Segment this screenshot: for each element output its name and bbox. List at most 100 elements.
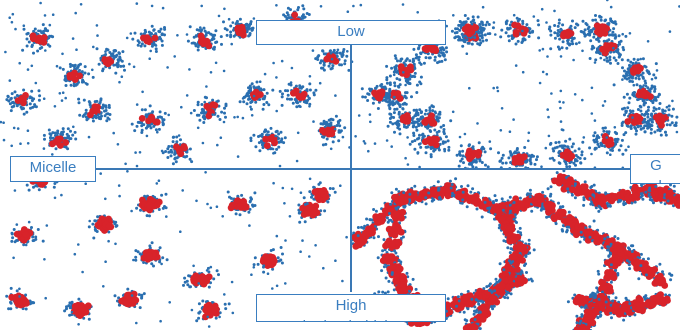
hydrophilic-bead	[129, 32, 133, 35]
hydrophilic-bead	[155, 182, 159, 185]
hydrophilic-bead	[286, 97, 289, 101]
hydrophilic-bead	[164, 150, 168, 153]
hydrophilic-bead	[565, 46, 569, 50]
hydrophilic-bead	[343, 126, 347, 130]
hydrophobic-bead	[205, 42, 213, 50]
hydrophilic-bead	[43, 27, 47, 31]
hydrophilic-bead	[64, 145, 68, 149]
hydrophilic-bead	[25, 44, 29, 48]
hydrophilic-bead	[301, 16, 305, 20]
hydrophilic-bead	[312, 185, 316, 189]
hydrophilic-bead	[167, 145, 171, 148]
hydrophilic-bead	[625, 73, 629, 77]
hydrophilic-bead	[628, 63, 631, 67]
hydrophilic-bead	[299, 105, 302, 108]
hydrophilic-bead	[627, 145, 630, 148]
hydrophilic-bead	[599, 56, 603, 60]
hydrophobic-bead	[352, 242, 360, 250]
hydrophilic-bead	[532, 154, 535, 158]
hydrophilic-bead	[88, 101, 92, 105]
hydrophilic-bead	[559, 120, 563, 123]
hydrophilic-bead	[385, 81, 389, 85]
hydrophilic-bead	[296, 101, 300, 105]
hydrophilic-bead	[415, 83, 419, 87]
hydrophilic-bead	[9, 109, 13, 113]
hydrophilic-bead	[93, 219, 97, 223]
hydrophilic-bead	[104, 260, 107, 264]
hydrophilic-bead	[171, 162, 175, 166]
hydrophilic-bead	[81, 78, 85, 82]
hydrophilic-bead	[26, 68, 30, 71]
hydrophilic-bead	[607, 38, 611, 42]
hydrophilic-bead	[652, 98, 656, 102]
hydrophilic-bead	[185, 33, 189, 36]
hydrophilic-bead	[657, 107, 661, 110]
hydrophilic-bead	[244, 22, 248, 26]
hydrophilic-bead	[143, 108, 147, 112]
hydrophilic-bead	[507, 34, 511, 38]
hydrophilic-bead	[71, 133, 75, 137]
hydrophilic-bead	[496, 86, 499, 89]
hydrophilic-bead	[107, 230, 111, 234]
hydrophilic-bead	[56, 131, 60, 135]
hydrophilic-bead	[149, 126, 153, 130]
hydrophilic-bead	[99, 97, 103, 101]
hydrophilic-bead	[12, 101, 16, 105]
hydrophilic-bead	[568, 165, 572, 168]
hydrophilic-bead	[415, 110, 419, 114]
hydrophilic-bead	[304, 15, 307, 19]
hydrophobic-bead	[270, 257, 278, 265]
hydrophilic-bead	[160, 115, 163, 119]
hydrophilic-bead	[321, 49, 325, 53]
hydrophilic-bead	[574, 163, 577, 167]
hydrophilic-bead	[667, 113, 670, 117]
hydrophilic-bead	[279, 130, 283, 134]
hydrophilic-bead	[77, 297, 81, 301]
hydrophilic-bead	[250, 28, 254, 32]
hydrophilic-bead	[609, 153, 612, 156]
hydrophilic-bead	[10, 239, 14, 243]
hydrophilic-bead	[413, 120, 417, 124]
hydrophilic-bead	[165, 215, 168, 218]
hydrophilic-bead	[597, 145, 601, 149]
hydrophilic-bead	[252, 133, 256, 137]
hydrophilic-bead	[383, 85, 387, 89]
hydrophilic-bead	[252, 263, 256, 267]
hydrophobic-bead	[101, 56, 108, 63]
hydrophilic-bead	[341, 279, 344, 283]
hydrophilic-bead	[639, 127, 643, 131]
hydrophilic-bead	[470, 22, 474, 26]
hydrophilic-bead	[79, 3, 83, 6]
hydrophilic-bead	[211, 47, 215, 51]
hydrophilic-bead	[135, 124, 139, 128]
hydrophobic-bead	[323, 55, 331, 63]
hydrophilic-bead	[312, 93, 316, 97]
hydrophilic-bead	[15, 289, 19, 293]
hydrophilic-bead	[161, 118, 165, 122]
hydrophobic-bead	[318, 126, 326, 134]
hydrophilic-bead	[84, 182, 87, 185]
hydrophilic-bead	[612, 27, 616, 31]
hydrophilic-bead	[321, 135, 325, 139]
hydrophilic-bead	[509, 161, 513, 164]
hydrophilic-bead	[331, 140, 335, 144]
hydrophilic-bead	[37, 98, 41, 102]
hydrophilic-bead	[36, 228, 40, 231]
hydrophilic-bead	[224, 104, 228, 108]
hydrophilic-bead	[18, 61, 22, 65]
hydrophilic-bead	[37, 188, 41, 192]
hydrophilic-bead	[27, 220, 31, 224]
hydrophilic-bead	[231, 21, 235, 24]
hydrophilic-bead	[150, 4, 154, 8]
hydrophilic-bead	[541, 70, 545, 74]
hydrophilic-bead	[78, 113, 82, 117]
hydrophilic-bead	[42, 133, 46, 137]
hydrophilic-bead	[112, 131, 115, 135]
hydrophilic-bead	[612, 56, 616, 60]
hydrophilic-bead	[412, 124, 416, 128]
hydrophobic-bead	[22, 298, 30, 306]
hydrophilic-bead	[359, 3, 363, 7]
hydrophilic-bead	[230, 42, 233, 46]
hydrophobic-bead	[62, 139, 70, 146]
hydrophilic-bead	[427, 191, 431, 195]
